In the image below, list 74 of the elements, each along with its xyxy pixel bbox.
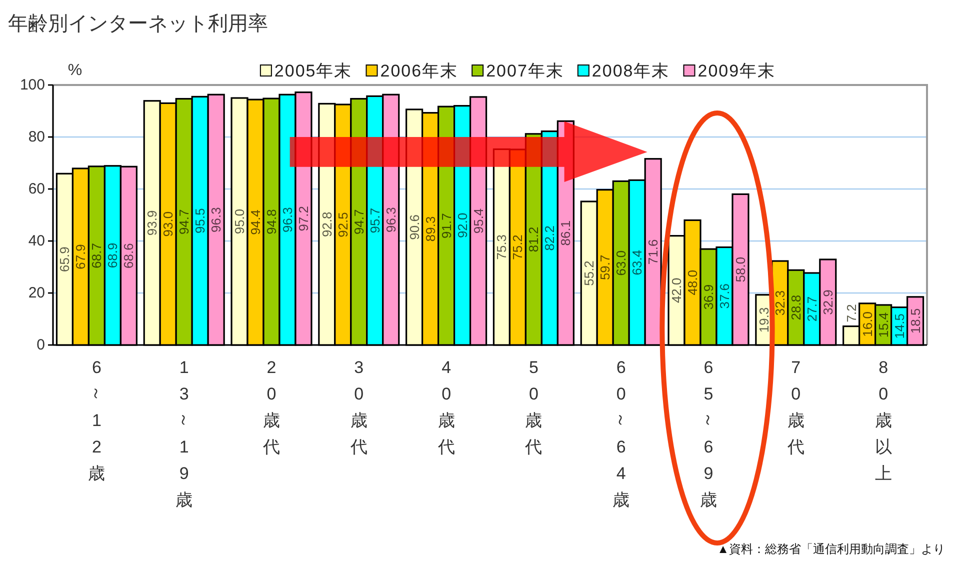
data-label: 58.0 [732,256,748,282]
data-label: 92.5 [335,212,350,238]
y-tick-label: 100 [20,76,45,94]
data-label: 92.0 [454,212,470,238]
data-label: 86.1 [558,220,574,246]
data-label: 93.0 [160,211,176,237]
data-label: 92.8 [319,212,334,238]
data-label: 16.0 [860,312,875,337]
data-label: 95.7 [367,208,382,234]
x-tick-label: 6～12歳 [87,358,106,483]
data-label: 75.2 [510,234,526,260]
data-label: 89.3 [422,216,438,242]
text: ▲資料：総務省「通信利用動向調査」より [717,542,945,556]
x-tick-label: 65～69歳 [698,358,718,510]
data-label: 91.7 [438,213,454,238]
data-label: 95.4 [470,208,486,234]
data-label: 32.3 [772,290,788,316]
data-label: 7.2 [844,304,859,322]
data-label: 96.3 [280,207,295,232]
legend-label: 2005年末 [274,62,352,80]
x-tick-label: 13～19歳 [174,358,194,510]
x-tick-label: 40歳代 [436,358,455,456]
data-label: 94.8 [264,209,279,234]
x-tick-label: 60～64歳 [611,358,630,510]
data-label: 68.6 [121,243,136,268]
chart-title: 年齢別インターネット利用率 [8,13,268,35]
data-label: 90.6 [406,214,422,240]
y-tick-label: 60 [28,180,45,198]
x-tick-label: 50歳代 [524,358,542,456]
data-label: 15.4 [876,312,891,338]
data-label: 82.2 [542,225,558,251]
data-label: 95.0 [232,208,248,234]
data-label: 95.5 [192,208,208,234]
data-label: 68.7 [89,243,104,268]
data-label: 28.8 [788,294,804,320]
data-label: 63.4 [630,250,645,276]
data-label: 81.2 [526,226,542,252]
data-label: 93.9 [144,210,160,236]
legend-label: 2009年末 [698,62,776,80]
y-tick-label: 80 [28,128,45,146]
data-label: 97.2 [296,206,311,232]
data-label: 63.0 [614,250,629,276]
legend-label: 2008年末 [592,62,670,80]
data-label: 37.6 [716,283,732,309]
data-label: 59.7 [598,254,613,280]
data-label: 96.3 [383,207,398,232]
data-label: 94.7 [176,209,192,235]
data-label: 71.6 [646,239,661,265]
data-label: 42.0 [669,278,684,304]
data-label: 48.0 [685,270,700,296]
data-label: 68.9 [105,242,120,268]
data-label: 94.7 [351,209,366,235]
y-axis-title: % [68,62,82,79]
x-tick-label: 20歳代 [262,358,280,456]
y-tick-label: 20 [28,284,45,302]
data-label: 67.9 [73,244,88,270]
data-label: 55.2 [582,260,597,286]
x-tick-label: 30歳代 [349,358,368,456]
data-label: 65.9 [57,246,72,272]
x-tick-label: 70歳代 [786,358,804,456]
data-label: 96.3 [208,207,224,232]
data-label: 14.5 [892,313,907,339]
data-label: 75.3 [494,234,510,260]
data-label: 27.7 [804,296,820,322]
x-tick-label: 80歳以上 [874,358,892,483]
data-label: 94.4 [248,210,264,235]
legend-label: 2007年末 [486,62,564,80]
data-label: 18.5 [908,308,923,334]
data-label: 19.3 [756,307,772,333]
y-tick-label: 0 [36,336,45,354]
data-label: 32.9 [820,290,836,315]
legend-label: 2006年末 [380,62,458,80]
data-label: 36.9 [701,284,716,310]
y-tick-label: 40 [28,232,45,250]
